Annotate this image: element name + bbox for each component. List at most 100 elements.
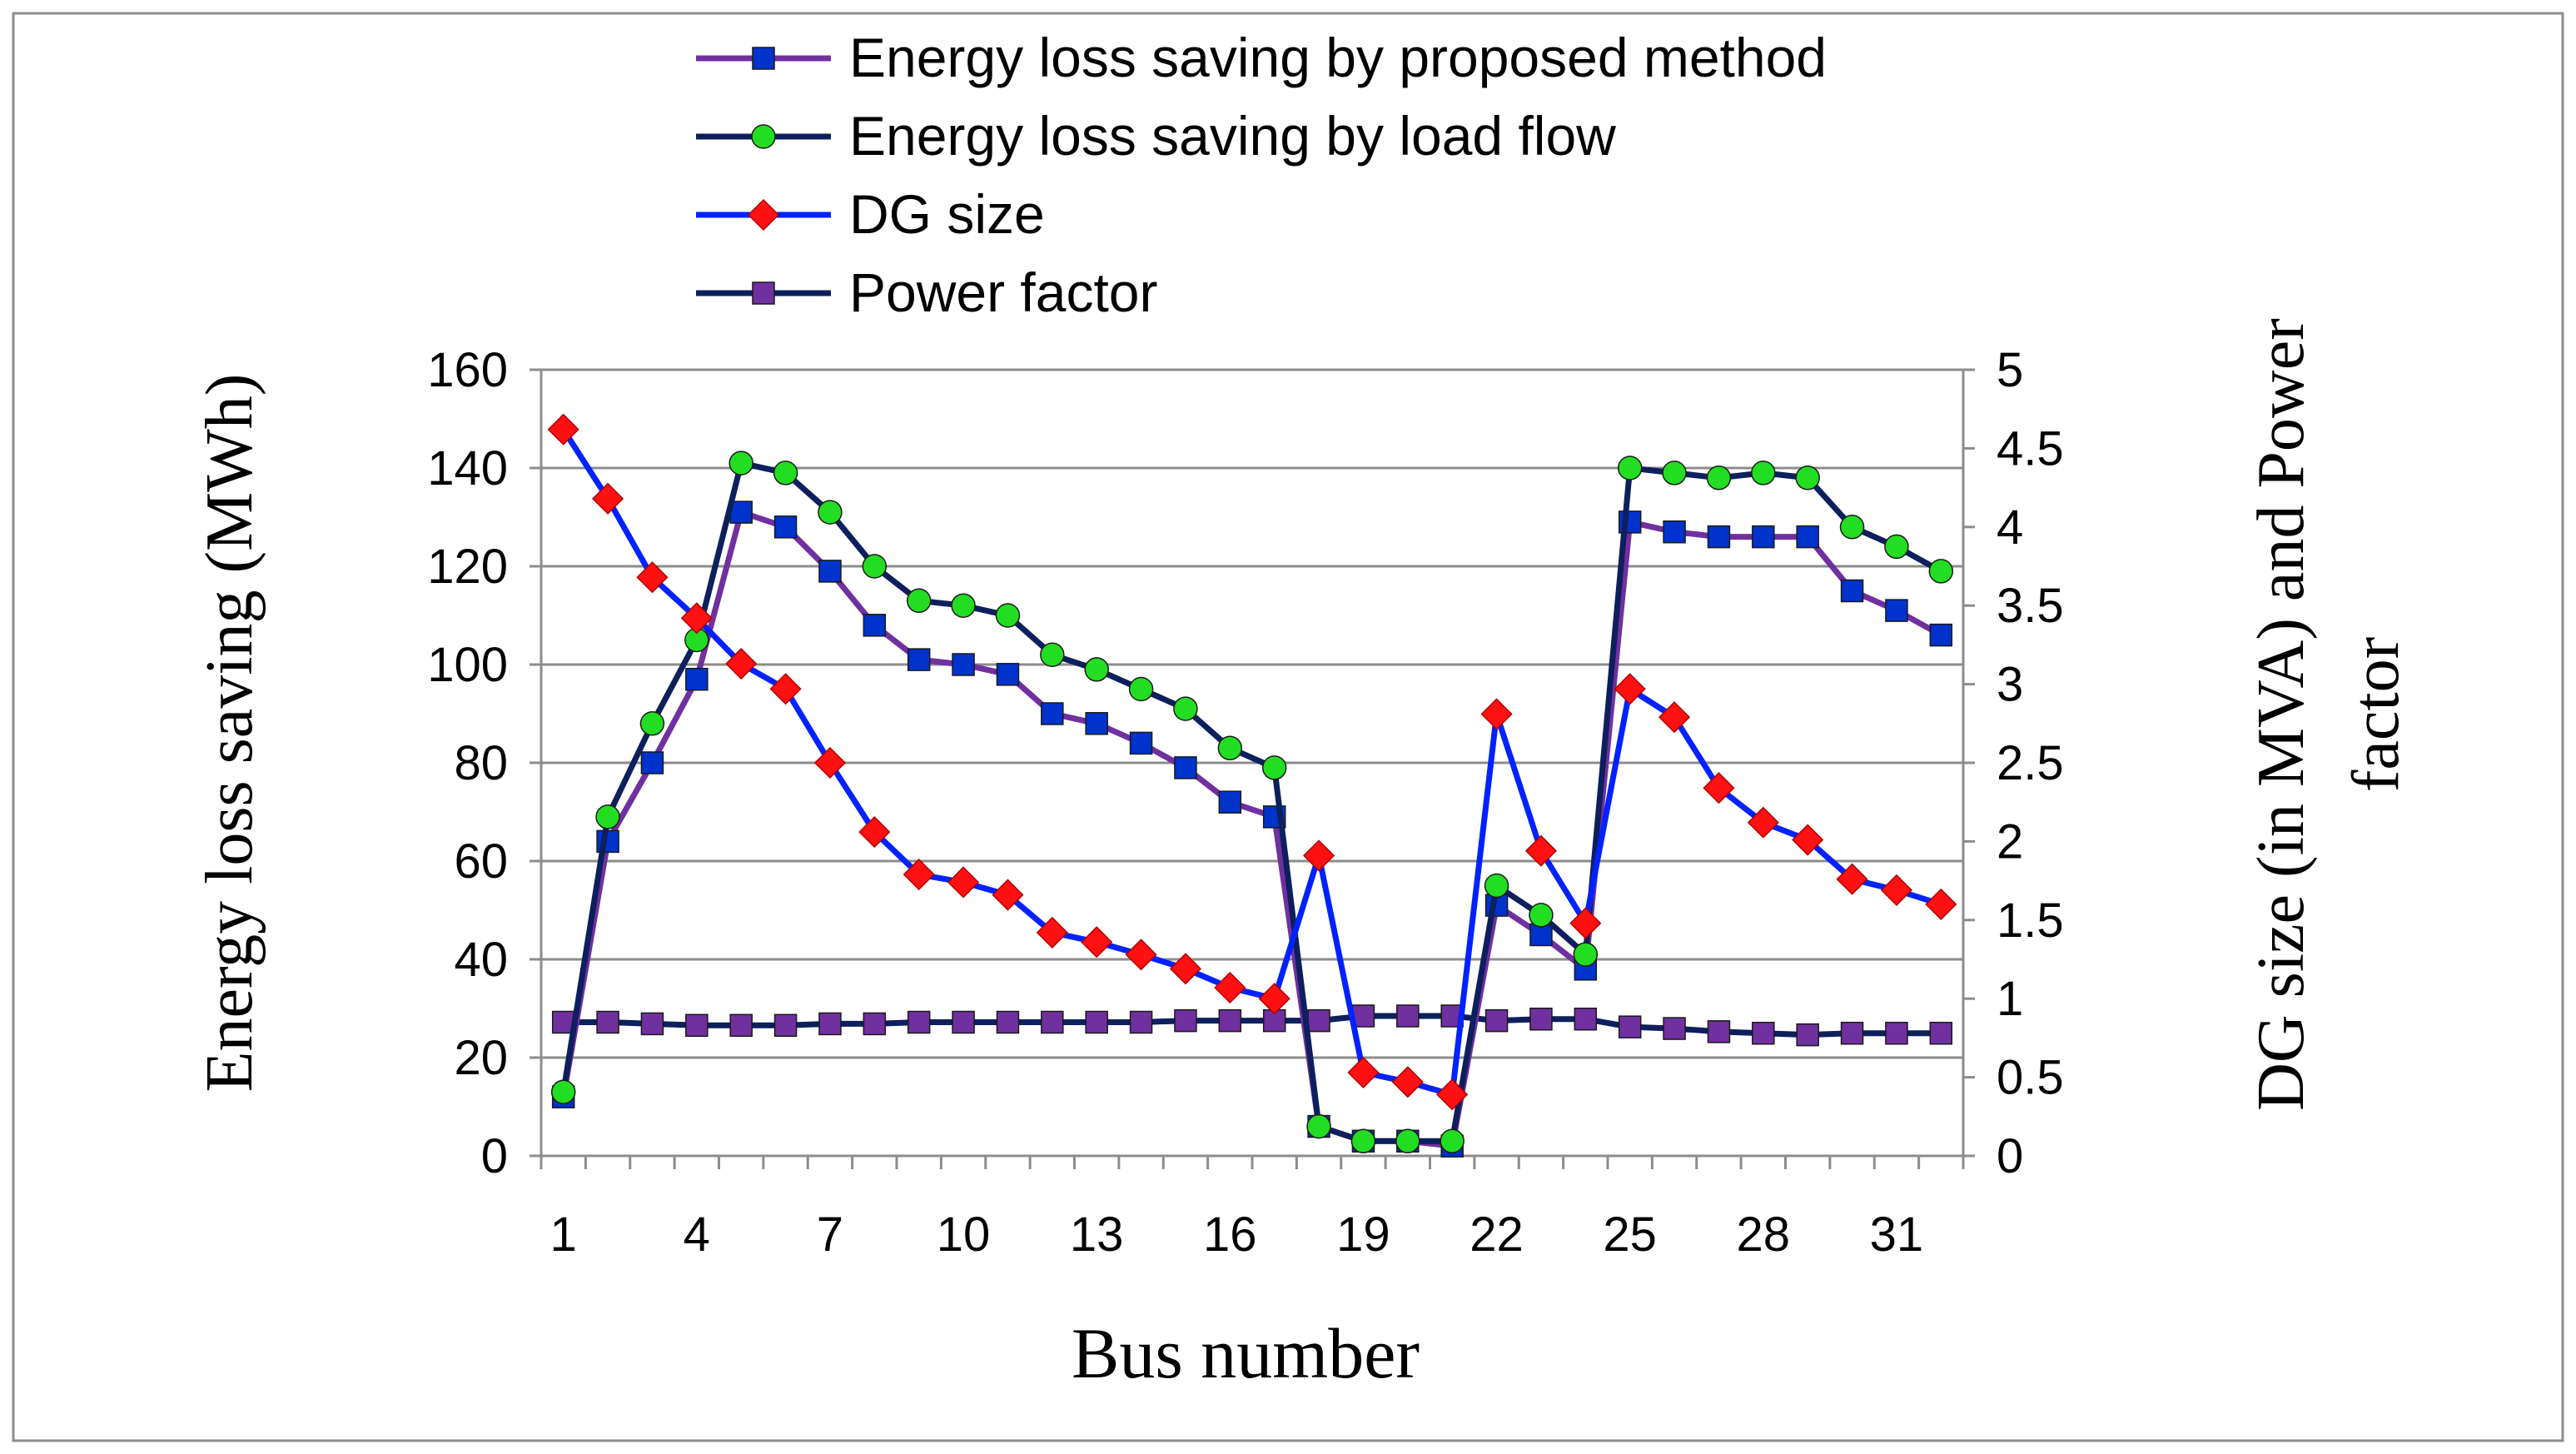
series-3-point: [1929, 1021, 1953, 1045]
series-2-point: [1925, 888, 1957, 920]
series-2-point: [636, 561, 669, 594]
grid-layer: [541, 368, 1963, 1059]
x-tick-label: 31: [1870, 1208, 1924, 1262]
series-3-point: [596, 1010, 619, 1034]
series-0-point: [1707, 525, 1731, 549]
series-2-point: [813, 746, 846, 779]
y-axis-title: Energy loss saving (MWh): [193, 374, 266, 1093]
series-2-point: [1836, 863, 1868, 895]
legend-label: DG size: [849, 183, 1045, 245]
series-0-point: [1929, 623, 1953, 647]
series-3-point: [818, 1012, 842, 1036]
series-1-point: [1884, 534, 1909, 560]
legend-item: Energy loss saving by proposed method: [696, 27, 1827, 88]
y-tick-label: 20: [454, 1031, 508, 1085]
series-0-point: [952, 653, 975, 676]
series-3-point: [773, 1013, 798, 1038]
y-tick-label: 140: [427, 441, 508, 495]
y2-axis-title-line2: factor: [2340, 637, 2413, 793]
series-1-point: [1217, 735, 1243, 761]
series-3-point: [1085, 1010, 1108, 1034]
y-tick-label: 80: [454, 736, 508, 790]
series-1-point: [1395, 1128, 1420, 1154]
series-0-point: [1840, 579, 1864, 603]
series-3-point: [1885, 1021, 1908, 1045]
x-tick-label: 25: [1603, 1208, 1657, 1262]
series-1-point: [1839, 515, 1865, 540]
series-3-point: [863, 1012, 887, 1036]
x-tick-label: 19: [1336, 1208, 1390, 1262]
series-1-point: [1928, 559, 1954, 584]
series-1-point: [1751, 461, 1776, 485]
series-2-point: [1703, 772, 1735, 804]
series-3-point: [1307, 1008, 1330, 1033]
series-0-point: [1174, 756, 1197, 779]
series-0-point: [818, 560, 842, 583]
legend-marker: [751, 124, 776, 149]
series-1-point: [1529, 903, 1554, 928]
series-0-point: [1129, 731, 1153, 755]
series-3-point: [1707, 1020, 1731, 1043]
series-group-1: [550, 451, 1954, 1154]
y2-tick-label: 0.5: [1997, 1051, 2064, 1105]
series-1-point: [995, 603, 1021, 628]
series-2-point: [858, 816, 891, 849]
y2-tick-label: 3.5: [1997, 579, 2064, 633]
series-0-point: [1663, 520, 1686, 544]
y2-tick-label: 5: [1997, 343, 2023, 397]
x-tick-label: 28: [1737, 1208, 1791, 1262]
y-tick-label: 160: [427, 343, 508, 397]
series-1-point: [1795, 466, 1820, 490]
series-1-point: [1173, 696, 1198, 721]
series-3-point: [1796, 1023, 1819, 1047]
series-3-point: [685, 1013, 709, 1038]
series-1-point: [1040, 642, 1065, 667]
series-3-point: [1840, 1021, 1864, 1045]
series-2-point: [947, 866, 980, 899]
series-2-point: [992, 879, 1024, 911]
series-0-point: [640, 751, 664, 774]
series-2-point: [592, 482, 624, 515]
labels-layer: Bus number Energy loss saving (MWh) DG s…: [193, 318, 2413, 1393]
series-3-point: [1396, 1004, 1420, 1028]
legend-label: Power factor: [849, 261, 1157, 323]
y-tick-label: 100: [427, 638, 508, 692]
y2-tick-label: 0: [1997, 1129, 2023, 1183]
series-1-point: [1261, 755, 1287, 780]
series-group-2: [547, 413, 1957, 1111]
series-2-point: [1169, 953, 1201, 985]
series-0-point: [996, 663, 1020, 686]
series-1-point: [1573, 942, 1599, 967]
series-0-point: [773, 515, 798, 539]
x-tick-label: 4: [684, 1208, 710, 1262]
series-1-point: [1440, 1128, 1465, 1154]
series-2-point: [1480, 698, 1513, 730]
series-1-point: [639, 711, 665, 736]
series-2-point: [1303, 839, 1335, 872]
series-3-point: [1041, 1010, 1064, 1034]
x-tick-label: 22: [1470, 1208, 1524, 1262]
y2-tick-label: 1.5: [1997, 894, 2064, 948]
series-3-point: [1174, 1008, 1197, 1033]
legend-marker: [752, 47, 775, 70]
series-layer: [547, 413, 1957, 1158]
series-3-point: [1484, 1008, 1509, 1033]
y2-tick-label: 4: [1997, 500, 2023, 555]
series-1-point: [906, 588, 932, 614]
series-2-point: [1036, 916, 1068, 949]
series-group-3: [551, 1004, 1953, 1047]
series-1-point: [550, 1079, 576, 1105]
series-0-point: [685, 667, 709, 691]
series-0-point: [863, 614, 887, 637]
x-tick-label: 7: [817, 1208, 843, 1262]
series-line-2: [560, 427, 1942, 1098]
series-2-point: [1258, 983, 1290, 1015]
series-3-point: [729, 1013, 753, 1038]
y2-axis-title-line1: DG size (in MVA) and Power: [2245, 318, 2318, 1111]
series-1-point: [1306, 1113, 1331, 1139]
series-0-point: [1041, 702, 1064, 725]
x-tick-label: 1: [550, 1208, 577, 1262]
y-tick-label: 0: [481, 1129, 508, 1183]
